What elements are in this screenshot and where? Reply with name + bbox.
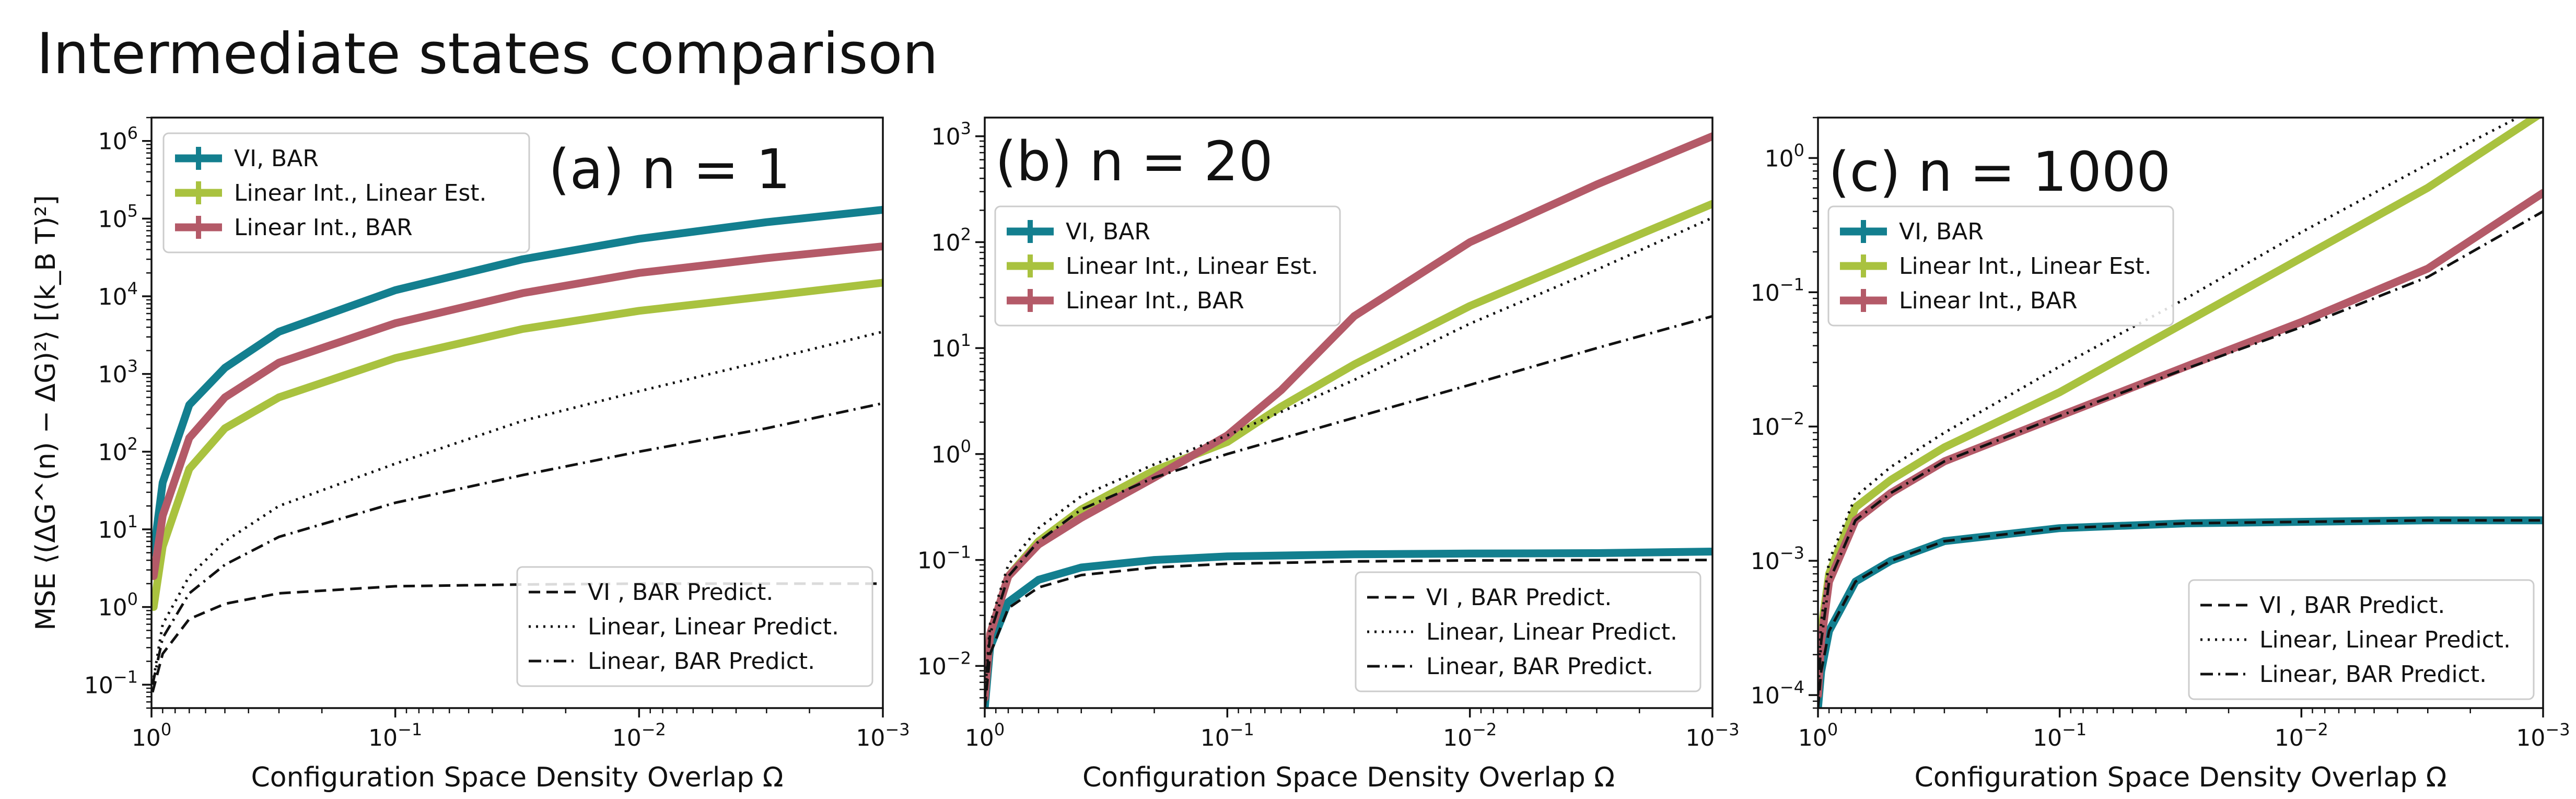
series-line-3 bbox=[151, 582, 883, 693]
x-tick-label: 10−1 bbox=[368, 720, 422, 751]
y-axis-label: MSE ⟨(ΔG^(n) − ΔG)²⟩ [(k_B T)²] bbox=[30, 195, 62, 630]
x-tick-label: 10−3 bbox=[2516, 720, 2570, 751]
legend-entry-label: Linear Int., BAR bbox=[1899, 287, 2078, 314]
legend-entry-label: VI , BAR Predict. bbox=[588, 579, 773, 606]
x-tick-label: 10−2 bbox=[2275, 720, 2328, 751]
series-line-1 bbox=[151, 279, 883, 611]
panel-label: (c) n = 1000 bbox=[1828, 140, 2171, 204]
y-tick-label: 105 bbox=[98, 201, 138, 233]
y-tick-label: 102 bbox=[931, 224, 971, 256]
x-tick-label: 10−3 bbox=[1685, 720, 1739, 751]
series-line-2 bbox=[985, 132, 1712, 702]
legend-entry-label: Linear, Linear Predict. bbox=[588, 613, 839, 640]
y-tick-label: 10−4 bbox=[1751, 677, 1804, 709]
series-line-5 bbox=[985, 315, 1712, 698]
legend-entry-label: VI, BAR bbox=[1899, 218, 1984, 245]
y-tick-label: 103 bbox=[98, 356, 138, 388]
legend-entry-label: Linear, BAR Predict. bbox=[588, 648, 815, 675]
x-tick-label: 10−2 bbox=[612, 720, 666, 751]
legend-box bbox=[994, 205, 1341, 327]
y-tick-label: 101 bbox=[98, 512, 138, 543]
y-tick-label: 100 bbox=[931, 436, 971, 468]
series-line-4 bbox=[985, 216, 1712, 698]
legend-entry-label: VI , BAR Predict. bbox=[1426, 584, 1612, 611]
series-line-0 bbox=[985, 548, 1712, 708]
legend-entry-label: Linear, Linear Predict. bbox=[1426, 619, 1677, 645]
series-line-5 bbox=[1818, 210, 2543, 696]
legend-entry-label: Linear, Linear Predict. bbox=[2259, 627, 2511, 653]
y-tick-label: 106 bbox=[98, 123, 138, 155]
panel-c: 100 10−1 10−2 10−3 10−4 10−3 10−2 10−1 100 Config… bbox=[1751, 117, 2570, 793]
legend-entry-label: Linear Int., BAR bbox=[234, 214, 413, 241]
series-group bbox=[985, 132, 1712, 708]
x-tick-label: 100 bbox=[1798, 720, 1838, 751]
panel-a: 100 10−1 10−2 10−3 10−1 100 101 102 103 104 105 106… bbox=[30, 117, 910, 793]
x-axis-label: Configuration Space Density Overlap Ω bbox=[1082, 762, 1615, 793]
plot-frame bbox=[150, 117, 884, 709]
legend-predict: VI , BAR Predict. Linear, Linear Predict.… bbox=[516, 566, 873, 687]
panel-b: 100 10−1 10−2 10−3 10−2 10−1 100 101 102 103 Confi… bbox=[917, 117, 1740, 793]
x-tick-label: 100 bbox=[965, 720, 1005, 751]
series-group bbox=[151, 206, 883, 693]
legend-entry-label: Linear Int., Linear Est. bbox=[1066, 253, 1319, 280]
legend-main: VI, BAR Linear Int., Linear Est. Linear In… bbox=[162, 132, 530, 253]
y-tick-label: 101 bbox=[931, 330, 971, 362]
legend-main: VI, BAR Linear Int., Linear Est. Linear In… bbox=[1827, 205, 2174, 327]
legend-entry-label: Linear, BAR Predict. bbox=[1426, 653, 1653, 680]
legend-predict: VI , BAR Predict. Linear, Linear Predict.… bbox=[1355, 571, 1701, 692]
legend-box bbox=[1827, 205, 2174, 327]
y-tick-label: 10−1 bbox=[84, 667, 138, 699]
x-tick-label: 10−3 bbox=[856, 720, 910, 751]
y-tick-label: 10−3 bbox=[1751, 543, 1804, 575]
y-tick-label: 10−1 bbox=[1751, 274, 1804, 306]
x-tick-label: 10−1 bbox=[2033, 720, 2087, 751]
legend-entry-label: VI, BAR bbox=[1066, 218, 1150, 245]
legend-main: VI, BAR Linear Int., Linear Est. Linear In… bbox=[994, 205, 1341, 327]
legend-entry-label: Linear Int., Linear Est. bbox=[234, 180, 487, 206]
y-tick-label: 100 bbox=[98, 589, 138, 621]
x-tick-label: 100 bbox=[132, 720, 171, 751]
legend-predict: VI , BAR Predict. Linear, Linear Predict.… bbox=[2188, 579, 2535, 700]
series-group bbox=[1818, 118, 2543, 708]
legend-box bbox=[1355, 571, 1701, 692]
series-line-4 bbox=[1818, 118, 2521, 685]
panel-label: (b) n = 20 bbox=[995, 130, 1273, 193]
legend-entry-label: Linear Int., BAR bbox=[1066, 287, 1244, 314]
legend-entry-label: VI , BAR Predict. bbox=[2259, 592, 2445, 619]
figure-title: Intermediate states comparison bbox=[37, 21, 938, 87]
series-line-4 bbox=[151, 330, 883, 685]
y-tick-label: 10−2 bbox=[1751, 409, 1804, 441]
series-line-0 bbox=[151, 206, 883, 557]
x-tick-label: 10−2 bbox=[1443, 720, 1497, 751]
y-tick-label: 103 bbox=[931, 119, 971, 150]
legend-entry-label: VI, BAR bbox=[234, 145, 319, 172]
legend-box bbox=[2188, 579, 2535, 700]
x-axis-label: Configuration Space Density Overlap Ω bbox=[1914, 762, 2446, 793]
series-line-2 bbox=[151, 242, 883, 580]
legend-box bbox=[516, 566, 873, 687]
series-line-3 bbox=[985, 559, 1712, 708]
panel-label: (a) n = 1 bbox=[549, 137, 790, 201]
y-tick-label: 10−2 bbox=[917, 648, 971, 680]
plot-frame bbox=[1817, 117, 2544, 709]
plot-frame bbox=[984, 117, 1714, 709]
legend-entry-label: Linear, BAR Predict. bbox=[2259, 661, 2487, 688]
y-tick-label: 104 bbox=[98, 279, 138, 310]
x-axis-label: Configuration Space Density Overlap Ω bbox=[251, 762, 783, 793]
x-tick-label: 10−1 bbox=[1200, 720, 1254, 751]
y-tick-label: 100 bbox=[1765, 140, 1804, 172]
series-line-3 bbox=[1818, 519, 2543, 708]
legend-box bbox=[162, 132, 530, 253]
legend-entry-label: Linear Int., Linear Est. bbox=[1899, 253, 2152, 280]
y-tick-label: 10−1 bbox=[917, 542, 971, 574]
y-tick-label: 102 bbox=[98, 434, 138, 466]
